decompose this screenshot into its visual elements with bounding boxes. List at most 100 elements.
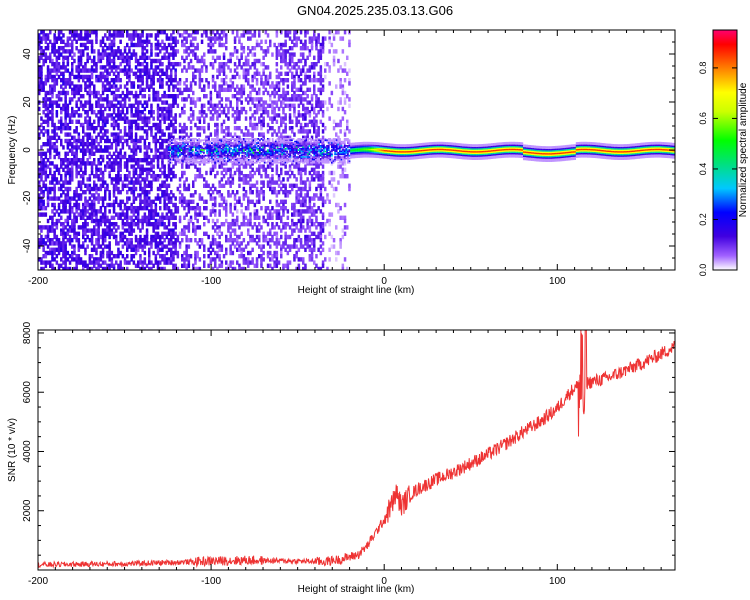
spectrogram-cell (141, 119, 144, 124)
spectrogram-cell (304, 270, 307, 274)
spectrogram-cell (330, 183, 334, 188)
spectrogram-cell (112, 33, 116, 38)
spectrogram-cell (51, 196, 54, 201)
spectrogram-cell (266, 231, 270, 236)
spectrogram-cell (337, 58, 340, 64)
spectrogram-cell (163, 170, 166, 176)
spectrogram-cell (249, 106, 252, 112)
spectrogram-cell (183, 206, 186, 211)
spectrogram-cell (108, 151, 111, 156)
spectrogram-cell (293, 84, 296, 89)
spectrogram-cell (132, 244, 136, 249)
spectrogram-cell (104, 138, 107, 144)
spectrogram-cell (335, 186, 338, 192)
spectrogram-cell (275, 263, 279, 268)
spectrogram-cell (128, 126, 131, 131)
spectrogram-cell (262, 68, 265, 73)
spectrogram-cell (130, 81, 133, 86)
spectrogram-cell (185, 234, 188, 240)
spectrogram-cell (143, 106, 147, 112)
spectrogram-cell (51, 222, 54, 227)
spectrogram-cell (44, 78, 48, 83)
spectrogram-cell (77, 74, 81, 80)
spectrogram-cell (62, 228, 65, 233)
spectrogram-cell (222, 129, 226, 134)
spectrogram-cell (216, 36, 219, 41)
spectrogram-cell (55, 145, 59, 150)
spectrogram-cell (313, 78, 316, 83)
spectrogram-cell (95, 215, 98, 220)
spectrogram-cell (280, 100, 283, 105)
spectrogram-cell (313, 106, 316, 112)
spectrogram-cell (148, 270, 151, 274)
spectrogram-cell (112, 215, 116, 220)
spectrogram-cell (93, 244, 96, 249)
spectrogram-cell (163, 238, 166, 243)
spectrogram-cell (86, 46, 89, 51)
spectrogram-cell (42, 247, 45, 252)
spectrogram-cell (64, 90, 67, 96)
spectrogram-cell (238, 241, 241, 246)
spectrogram-cell (68, 71, 72, 76)
spectrogram-cell (328, 231, 331, 236)
spectrogram-cell (280, 116, 283, 121)
spectrogram-cell (44, 58, 48, 64)
spectrogram-cell (143, 145, 147, 150)
spectrogram-cell (66, 103, 70, 108)
spectrogram-cell (172, 215, 175, 220)
spectrogram-ridge (167, 138, 675, 164)
spectrogram-cell (115, 212, 118, 217)
spectrogram-cell (132, 94, 136, 99)
spectrogram-cell (42, 87, 45, 92)
spectrogram-cell (319, 228, 323, 233)
spectrogram-cell (110, 260, 114, 265)
spectrogram-cell (68, 142, 72, 147)
spectrogram-cell (343, 174, 347, 179)
spectrogram-cell (328, 218, 331, 224)
spectrogram-cell (93, 90, 96, 96)
spectrogram-cell (288, 164, 292, 169)
spectrogram-cell (251, 260, 254, 265)
spectrogram-cell (319, 42, 323, 48)
spectrogram-cell (306, 190, 309, 195)
spectrogram-cell (71, 222, 74, 227)
spectrogram-cell (150, 215, 153, 220)
spectrogram-cell (183, 87, 186, 92)
spectrogram-cell (319, 174, 323, 179)
spectrogram-cell (299, 215, 303, 220)
spectrogram-cell (79, 244, 83, 249)
spectrogram-cell (335, 49, 338, 54)
spectrogram-cell (145, 218, 149, 224)
spectrogram-cell (313, 270, 316, 274)
spectrogram-cell (205, 113, 208, 118)
spectrogram-cell (291, 97, 294, 102)
spectrogram-cell (308, 158, 312, 163)
spectrogram-cell (313, 36, 316, 41)
spectrogram-cell (251, 100, 254, 105)
spectrogram-cell (196, 126, 199, 131)
spectrogram-cell (95, 190, 98, 195)
spectrogram-cell (84, 119, 87, 124)
spectrogram-cell (130, 55, 133, 60)
spectrogram-cell (119, 199, 122, 204)
spectrogram-cell (209, 167, 213, 172)
spectrogram-cell (130, 110, 133, 115)
spectrogram-cell (255, 81, 259, 86)
spectrogram-cell (260, 225, 263, 230)
spectrogram-cell (71, 106, 74, 112)
spectrogram-cell (104, 116, 107, 121)
spectrogram-cell (251, 174, 254, 179)
spectrogram-cell (38, 106, 41, 112)
spectrogram-cell (84, 142, 87, 147)
spectrogram-ridge-cell (172, 159, 175, 161)
spectrogram-cell (55, 209, 59, 214)
spectrogram-cell (178, 218, 182, 224)
spectrogram-cell (143, 215, 147, 220)
spectrogram-cell (154, 212, 158, 217)
spectrogram-cell (123, 84, 127, 89)
spectrogram-ridge-cell (174, 154, 176, 157)
spectrogram-cell (313, 116, 316, 121)
spectrogram-cell (73, 94, 76, 99)
spectrogram-cell (60, 244, 63, 249)
spectrogram-ridge-cell (172, 146, 175, 149)
